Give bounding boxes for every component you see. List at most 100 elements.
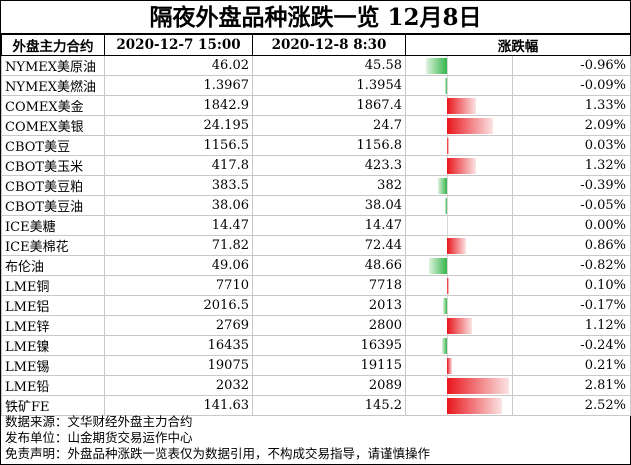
prev-price: 383.5 — [104, 175, 253, 196]
change-bar — [447, 118, 493, 134]
instrument-name: NYMEX美燃油 — [1, 75, 105, 96]
change-bar — [445, 78, 447, 94]
price-table: 外盘主力合约 2020-12-7 15:00 2020-12-8 8:30 涨跌… — [1, 34, 631, 416]
curr-price: 145.2 — [252, 395, 406, 416]
change-bar — [428, 258, 447, 274]
change-percent: -0.09% — [512, 75, 631, 96]
prev-price: 2769 — [104, 315, 253, 336]
instrument-name: ICE美糖 — [1, 215, 105, 236]
change-bar-cell — [405, 315, 513, 336]
prev-price: 24.195 — [104, 115, 253, 136]
footnotes: 数据来源：文华财经外盘主力合约 发布单位：山金期货交易运作中心 免责声明：外盘品… — [5, 414, 430, 462]
table-row: COMEX美银 24.195 24.7 2.09% — [1, 115, 631, 136]
change-bar-cell — [405, 255, 513, 276]
zero-axis — [447, 296, 448, 315]
instrument-name: LME镍 — [1, 335, 105, 356]
prev-price: 71.82 — [104, 235, 253, 256]
change-bar-cell — [405, 275, 513, 296]
change-bar-cell — [405, 295, 513, 316]
zero-axis — [447, 176, 448, 195]
curr-price: 45.58 — [252, 55, 406, 76]
zero-axis — [447, 196, 448, 215]
prev-price: 1156.5 — [104, 135, 253, 156]
change-bar — [447, 98, 477, 114]
change-bar — [447, 238, 466, 254]
instrument-name: COMEX美银 — [1, 115, 105, 136]
change-bar — [447, 358, 452, 374]
table-row: LME锌 2769 2800 1.12% — [1, 315, 631, 336]
change-bar-cell — [405, 95, 513, 116]
curr-price: 16395 — [252, 335, 406, 356]
change-bar-cell — [405, 355, 513, 376]
table-row: CBOT美豆油 38.06 38.04 -0.05% — [1, 195, 631, 216]
change-percent: -0.96% — [512, 55, 631, 76]
change-bar — [447, 318, 472, 334]
change-bar-cell — [405, 375, 513, 396]
change-percent: 0.86% — [512, 235, 631, 256]
zero-axis — [447, 216, 448, 235]
prev-price: 2032 — [104, 375, 253, 396]
footnote-source: 数据来源：文华财经外盘主力合约 — [5, 414, 193, 429]
instrument-name: LME铝 — [1, 295, 105, 316]
table-row: 铁矿FE 141.63 145.2 2.52% — [1, 395, 631, 416]
instrument-name: COMEX美金 — [1, 95, 105, 116]
table-row: LME镍 16435 16395 -0.24% — [1, 335, 631, 356]
change-bar — [447, 278, 450, 294]
curr-price: 14.47 — [252, 215, 406, 236]
change-percent: -0.39% — [512, 175, 631, 196]
change-percent: 2.81% — [512, 375, 631, 396]
zero-axis — [447, 256, 448, 275]
curr-price: 38.04 — [252, 195, 406, 216]
table-row: LME铜 7710 7718 0.10% — [1, 275, 631, 296]
table-row: ICE美棉花 71.82 72.44 0.86% — [1, 235, 631, 256]
change-percent: 1.33% — [512, 95, 631, 116]
page-title: 隔夜外盘品种涨跌一览 12月8日 — [1, 1, 630, 34]
prev-price: 14.47 — [104, 215, 253, 236]
curr-price: 7718 — [252, 275, 406, 296]
footnote-publisher: 发布单位：山金期货交易运作中心 — [5, 430, 193, 445]
curr-price: 2800 — [252, 315, 406, 336]
change-bar — [441, 338, 447, 354]
curr-price: 1.3954 — [252, 75, 406, 96]
change-percent: -0.05% — [512, 195, 631, 216]
table-row: NYMEX美燃油 1.3967 1.3954 -0.09% — [1, 75, 631, 96]
curr-price: 48.66 — [252, 255, 406, 276]
change-percent: -0.24% — [512, 335, 631, 356]
change-bar-cell — [405, 75, 513, 96]
table-row: LME锡 19075 19115 0.21% — [1, 355, 631, 376]
table-row: CBOT美玉米 417.8 423.3 1.32% — [1, 155, 631, 176]
change-percent: 0.03% — [512, 135, 631, 156]
instrument-name: LME铅 — [1, 375, 105, 396]
instrument-name: NYMEX美原油 — [1, 55, 105, 76]
change-bar-cell — [405, 195, 513, 216]
change-bar-cell — [405, 215, 513, 236]
instrument-name: ICE美棉花 — [1, 235, 105, 256]
change-bar-cell — [405, 55, 513, 76]
change-bar-cell — [405, 235, 513, 256]
curr-price: 2089 — [252, 375, 406, 396]
prev-price: 38.06 — [104, 195, 253, 216]
change-bar — [425, 58, 447, 74]
zero-axis — [447, 336, 448, 355]
change-bar — [447, 158, 477, 174]
curr-price: 24.7 — [252, 115, 406, 136]
footnote-disclaimer: 免责声明：外盘品种涨跌一览表仅为数据引用，不构成交易指导，请谨慎操作 — [5, 446, 431, 461]
instrument-name: CBOT美玉米 — [1, 155, 105, 176]
instrument-name: LME锡 — [1, 355, 105, 376]
prev-price: 49.06 — [104, 255, 253, 276]
instrument-name: LME铜 — [1, 275, 105, 296]
change-bar-cell — [405, 115, 513, 136]
change-percent: 1.12% — [512, 315, 631, 336]
curr-price: 382 — [252, 175, 406, 196]
zero-axis — [447, 76, 448, 95]
curr-price: 2013 — [252, 295, 406, 316]
table-row: ICE美糖 14.47 14.47 0.00% — [1, 215, 631, 236]
prev-price: 1842.9 — [104, 95, 253, 116]
col-header-curr-time: 2020-12-8 8:30 — [252, 34, 406, 56]
table-row: NYMEX美原油 46.02 45.58 -0.96% — [1, 55, 631, 76]
curr-price: 72.44 — [252, 235, 406, 256]
change-percent: 0.00% — [512, 215, 631, 236]
change-percent: 0.21% — [512, 355, 631, 376]
table-row: CBOT美豆 1156.5 1156.8 0.03% — [1, 135, 631, 156]
